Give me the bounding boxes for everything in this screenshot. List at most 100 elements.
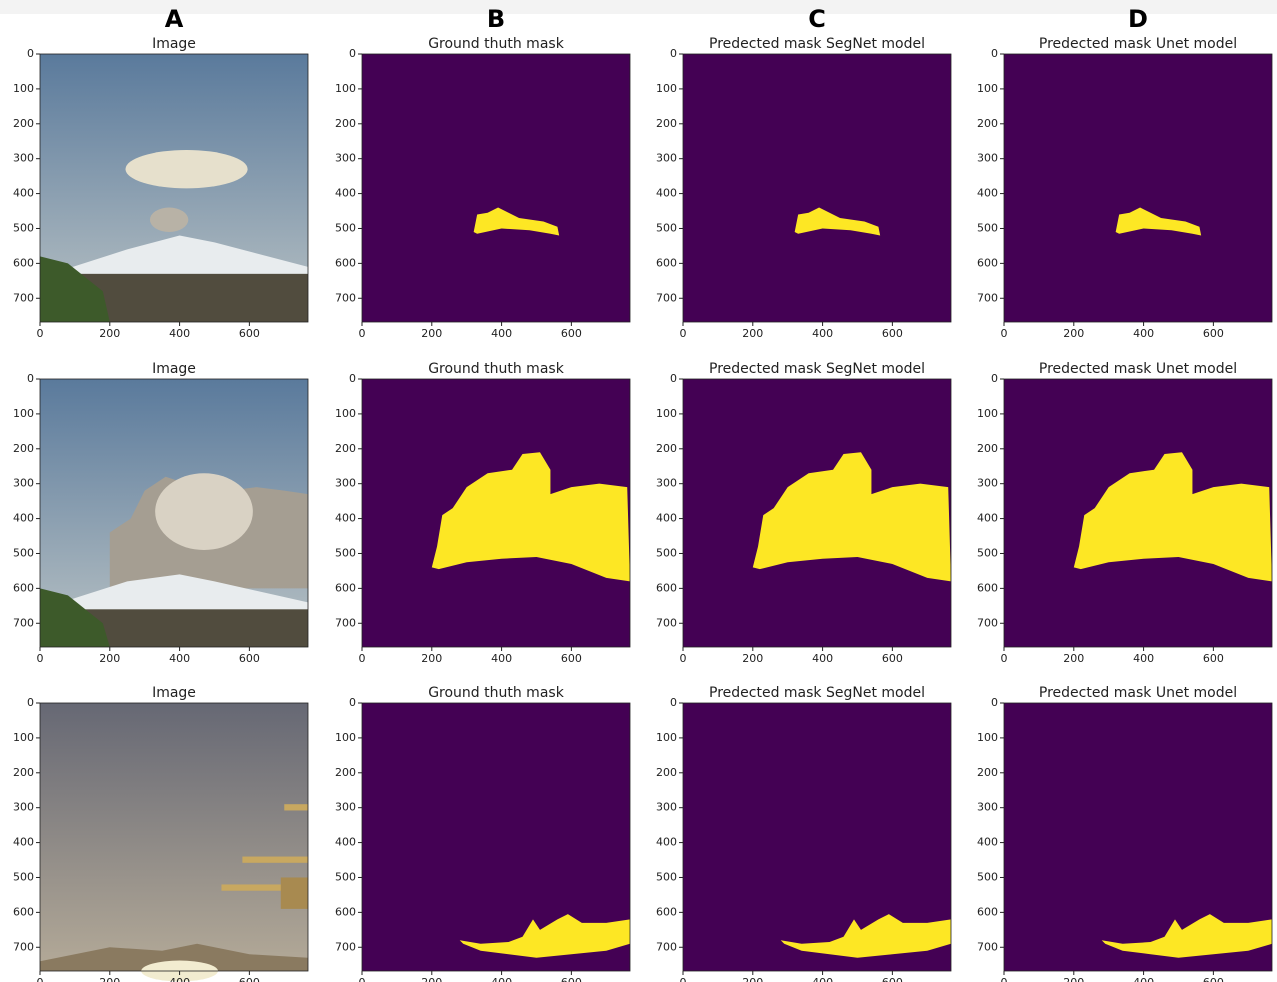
photo	[40, 379, 308, 647]
y-tick-label: 600	[656, 256, 677, 269]
photo	[40, 54, 308, 322]
column-letter: C	[808, 5, 826, 33]
y-tick-label: 700	[335, 616, 356, 629]
y-tick-label: 100	[335, 407, 356, 420]
y-tick-label: 100	[13, 731, 34, 744]
y-tick-label: 600	[13, 256, 34, 269]
y-tick-label: 300	[13, 477, 34, 490]
x-tick-label: 400	[491, 327, 512, 340]
x-tick-label: 0	[680, 652, 687, 665]
y-tick-label: 0	[349, 47, 356, 60]
y-tick-label: 200	[335, 117, 356, 130]
y-tick-label: 600	[13, 581, 34, 594]
y-tick-label: 300	[335, 801, 356, 814]
x-tick-label: 0	[680, 327, 687, 340]
y-tick-label: 100	[977, 82, 998, 95]
y-tick-label: 600	[656, 905, 677, 918]
y-tick-label: 200	[977, 442, 998, 455]
y-tick-label: 200	[335, 766, 356, 779]
x-tick-label: 400	[1133, 652, 1154, 665]
y-tick-label: 0	[349, 696, 356, 709]
y-tick-label: 500	[13, 870, 34, 883]
x-tick-label: 200	[421, 652, 442, 665]
x-tick-label: 200	[1063, 327, 1084, 340]
mask-background	[1004, 54, 1272, 322]
x-tick-label: 200	[99, 327, 120, 340]
x-tick-label: 200	[99, 652, 120, 665]
x-tick-label: 600	[882, 652, 903, 665]
top-strip	[0, 0, 1277, 14]
y-tick-label: 600	[335, 581, 356, 594]
y-tick-label: 500	[656, 221, 677, 234]
y-tick-label: 100	[13, 407, 34, 420]
y-tick-label: 200	[335, 442, 356, 455]
x-tick-label: 0	[37, 327, 44, 340]
panel-title: Predected mask Unet model	[1039, 36, 1237, 52]
y-tick-label: 300	[977, 152, 998, 165]
y-tick-label: 300	[13, 801, 34, 814]
y-tick-label: 600	[13, 905, 34, 918]
y-tick-label: 700	[656, 940, 677, 953]
panel-title: Image	[152, 361, 196, 377]
y-tick-label: 500	[13, 221, 34, 234]
y-tick-label: 700	[13, 940, 34, 953]
y-tick-label: 300	[977, 801, 998, 814]
mask-background	[362, 54, 630, 322]
x-tick-label: 0	[1001, 652, 1008, 665]
y-tick-label: 500	[977, 221, 998, 234]
y-tick-label: 700	[656, 616, 677, 629]
x-tick-label: 400	[491, 652, 512, 665]
y-tick-label: 700	[335, 940, 356, 953]
y-tick-label: 200	[656, 442, 677, 455]
y-tick-label: 300	[656, 801, 677, 814]
y-tick-label: 500	[977, 546, 998, 559]
y-tick-label: 300	[335, 152, 356, 165]
y-tick-label: 400	[13, 187, 34, 200]
y-tick-label: 700	[977, 616, 998, 629]
y-tick-label: 0	[27, 372, 34, 385]
y-tick-label: 300	[656, 152, 677, 165]
y-tick-label: 200	[977, 766, 998, 779]
y-tick-label: 200	[977, 117, 998, 130]
y-tick-label: 500	[335, 546, 356, 559]
y-tick-label: 0	[991, 696, 998, 709]
x-tick-label: 0	[359, 327, 366, 340]
x-tick-label: 400	[491, 976, 512, 982]
x-tick-label: 600	[882, 976, 903, 982]
y-tick-label: 0	[670, 696, 677, 709]
y-tick-label: 400	[13, 836, 34, 849]
y-tick-label: 500	[977, 870, 998, 883]
y-tick-label: 0	[27, 696, 34, 709]
column-letter: D	[1128, 5, 1148, 33]
x-tick-label: 600	[561, 976, 582, 982]
panel-title: Ground thuth mask	[428, 36, 565, 52]
x-tick-label: 600	[239, 976, 260, 982]
x-tick-label: 600	[239, 327, 260, 340]
x-tick-label: 200	[742, 327, 763, 340]
y-tick-label: 0	[670, 47, 677, 60]
x-tick-label: 200	[99, 976, 120, 982]
y-tick-label: 700	[13, 616, 34, 629]
figure: A B C D Image 0 100 200 300 400 500 600 700 0 200 400 60…	[0, 0, 1277, 982]
y-tick-label: 400	[656, 187, 677, 200]
y-tick-label: 400	[335, 187, 356, 200]
x-tick-label: 600	[1203, 652, 1224, 665]
x-tick-label: 400	[169, 652, 190, 665]
y-tick-label: 200	[13, 442, 34, 455]
x-tick-label: 600	[1203, 327, 1224, 340]
y-tick-label: 100	[656, 82, 677, 95]
y-tick-label: 500	[335, 870, 356, 883]
y-tick-label: 100	[335, 82, 356, 95]
column-letter: B	[487, 5, 505, 33]
x-tick-label: 200	[742, 652, 763, 665]
y-tick-label: 400	[977, 187, 998, 200]
x-tick-label: 400	[169, 327, 190, 340]
y-tick-label: 400	[977, 836, 998, 849]
x-tick-label: 0	[37, 652, 44, 665]
panel-title: Ground thuth mask	[428, 361, 565, 377]
y-tick-label: 600	[977, 256, 998, 269]
y-tick-label: 0	[991, 372, 998, 385]
x-tick-label: 0	[1001, 976, 1008, 982]
x-tick-label: 200	[1063, 976, 1084, 982]
column-letter: A	[165, 5, 184, 33]
